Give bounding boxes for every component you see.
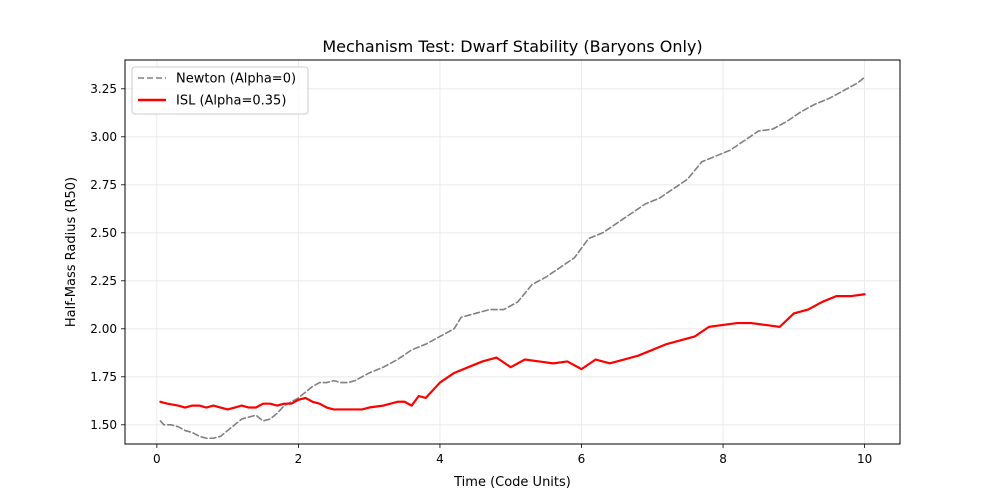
y-tick-label: 2.00 — [90, 322, 117, 336]
legend-label-newton: Newton (Alpha=0) — [176, 72, 296, 87]
chart-title: Mechanism Test: Dwarf Stability (Baryons… — [322, 37, 702, 56]
legend-label-isl: ISL (Alpha=0.35) — [176, 94, 286, 109]
x-tick-label: 6 — [578, 452, 586, 466]
y-axis-label: Half-Mass Radius (R50) — [64, 177, 79, 327]
series-line-isl — [159, 293, 866, 411]
y-tick-label: 2.75 — [90, 178, 117, 192]
plot-area-frame — [124, 59, 901, 445]
y-tick-label: 2.25 — [90, 274, 117, 288]
series-layer — [159, 76, 866, 440]
x-tick-label: 4 — [436, 452, 444, 466]
x-axis-label: Time (Code Units) — [453, 475, 571, 490]
y-tick-label: 1.75 — [90, 370, 117, 384]
legend: Newton (Alpha=0) ISL (Alpha=0.35) — [131, 66, 309, 115]
y-tick-label: 3.25 — [90, 82, 117, 96]
series-line-newton — [159, 76, 866, 440]
x-tick-label: 8 — [719, 452, 727, 466]
grid-layer — [125, 60, 900, 444]
tick-layer: 0 2 4 6 8 10 1.50 1.75 2.00 2.25 2.50 2.75 3.00 3.25 — [90, 82, 872, 466]
y-tick-label: 1.50 — [90, 418, 117, 432]
y-tick-label: 3.00 — [90, 130, 117, 144]
legend-box — [131, 66, 309, 115]
x-tick-label: 2 — [295, 452, 303, 466]
x-tick-label: 10 — [857, 452, 872, 466]
y-tick-label: 2.50 — [90, 226, 117, 240]
x-tick-label: 0 — [153, 452, 161, 466]
